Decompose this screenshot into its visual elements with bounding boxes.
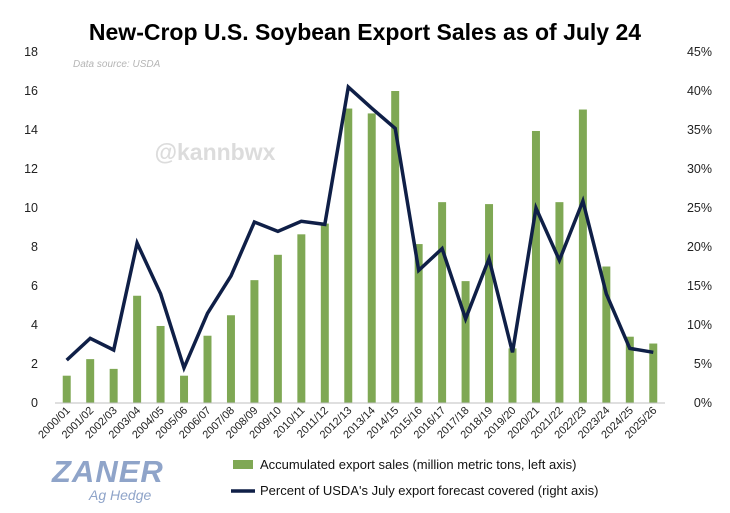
- right-tick-label: 20%: [687, 240, 712, 254]
- bar-2022-23: [578, 109, 587, 404]
- bar-2015-16: [414, 244, 423, 403]
- right-tick-label: 0%: [694, 396, 712, 410]
- x-axis: 2000/012001/022002/032003/042004/052005/…: [36, 405, 659, 442]
- bar-2009-10: [273, 254, 282, 403]
- bar-2008-09: [250, 280, 259, 403]
- legend-line-label: Percent of USDA's July export forecast c…: [260, 483, 598, 498]
- bar-2023-24: [602, 266, 611, 403]
- right-tick-label: 45%: [687, 45, 712, 59]
- bar-2017-18: [461, 281, 470, 403]
- bar-2018-19: [485, 204, 494, 403]
- bar-2012-13: [344, 108, 353, 404]
- chart-title: New-Crop U.S. Soybean Export Sales as of…: [89, 19, 641, 45]
- legend: Accumulated export sales (million metric…: [231, 457, 598, 498]
- plot-area: [55, 83, 665, 404]
- left-tick-label: 4: [31, 318, 38, 332]
- bar-2002-03: [109, 368, 118, 403]
- bar-2024-25: [625, 336, 634, 403]
- left-tick-label: 2: [31, 357, 38, 371]
- left-tick-label: 16: [24, 84, 38, 98]
- logo-subtext: Ag Hedge: [88, 487, 151, 503]
- bar-2010-11: [297, 234, 306, 403]
- right-tick-label: 10%: [687, 318, 712, 332]
- left-tick-label: 14: [24, 123, 38, 137]
- bar-2004-05: [156, 325, 165, 403]
- right-axis: 0% 5% 10% 15% 20% 25% 30% 35% 40% 45%: [687, 45, 712, 410]
- bar-2007-08: [226, 315, 235, 403]
- bar-2013-14: [367, 113, 376, 404]
- bar-2019-20: [508, 348, 517, 403]
- legend-bar-label: Accumulated export sales (million metric…: [260, 457, 576, 472]
- bar-2006-07: [203, 335, 212, 403]
- right-tick-label: 5%: [694, 357, 712, 371]
- percent-covered-line: [65, 83, 654, 373]
- left-tick-label: 18: [24, 45, 38, 59]
- right-tick-label: 25%: [687, 201, 712, 215]
- right-tick-label: 35%: [687, 123, 712, 137]
- right-tick-label: 30%: [687, 162, 712, 176]
- bar-2016-17: [438, 202, 447, 403]
- right-tick-label: 15%: [687, 279, 712, 293]
- watermark: @kannbwx: [155, 139, 276, 165]
- left-axis: 0 2 4 6 8 10 12 14 16 18: [24, 45, 38, 410]
- right-tick-label: 40%: [687, 84, 712, 98]
- bar-2021-22: [555, 202, 564, 403]
- left-tick-label: 10: [24, 201, 38, 215]
- left-tick-label: 8: [31, 240, 38, 254]
- bar-2003-04: [133, 295, 142, 403]
- bar-2005-06: [180, 375, 189, 403]
- bar-2014-15: [391, 91, 400, 403]
- bar-2025-26: [649, 343, 658, 403]
- left-tick-label: 12: [24, 162, 38, 176]
- bar-2001-02: [86, 359, 95, 403]
- bar-2020-21: [531, 130, 540, 403]
- logo: ZANER Ag Hedge: [51, 454, 164, 503]
- bar-2011-12: [320, 223, 329, 403]
- logo-text: ZANER: [51, 454, 164, 489]
- left-tick-label: 0: [31, 396, 38, 410]
- bar-2000-01: [62, 375, 71, 403]
- left-tick-label: 6: [31, 279, 38, 293]
- legend-bar-swatch: [233, 460, 253, 469]
- data-source-note: Data source: USDA: [73, 59, 161, 70]
